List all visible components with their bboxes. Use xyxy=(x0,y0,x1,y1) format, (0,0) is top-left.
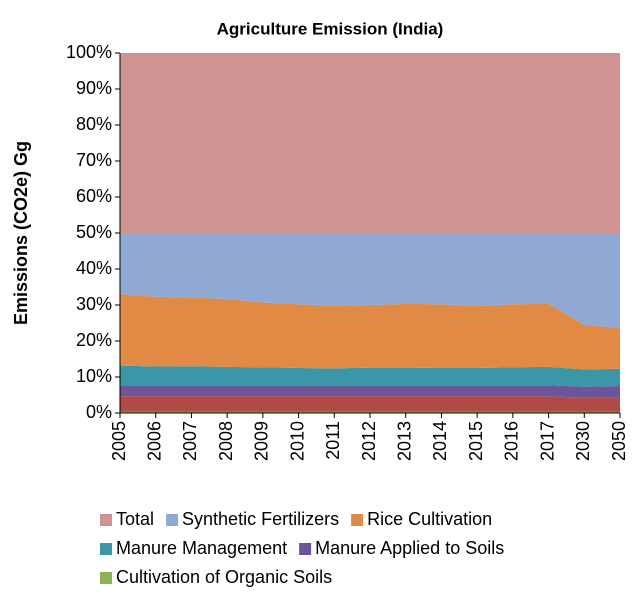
x-tick-label: 2007 xyxy=(180,421,200,461)
legend-swatch xyxy=(100,543,112,555)
legend-label: Rice Cultivation xyxy=(367,509,492,529)
x-tick-label: 2016 xyxy=(502,421,522,461)
y-tick-label: 20% xyxy=(76,330,112,350)
x-tick-label: 2008 xyxy=(216,421,236,461)
y-tick-label: 100% xyxy=(66,42,112,62)
chart-title: Agriculture Emission (India) xyxy=(217,19,444,38)
x-tick-label: 2013 xyxy=(394,421,414,461)
legend-label: Cultivation of Organic Soils xyxy=(116,567,332,587)
x-tick-label: 2006 xyxy=(144,421,164,461)
area xyxy=(120,385,620,398)
x-tick-label: 2009 xyxy=(252,421,272,461)
y-tick-label: 70% xyxy=(76,150,112,170)
x-tick-label: 2030 xyxy=(573,421,593,461)
area xyxy=(120,365,620,387)
x-tick-label: 2011 xyxy=(323,421,343,460)
y-tick-label: 60% xyxy=(76,186,112,206)
y-tick-label: 0% xyxy=(86,402,112,422)
y-tick-label: 40% xyxy=(76,258,112,278)
x-tick-label: 2050 xyxy=(609,421,629,461)
area xyxy=(120,396,620,412)
x-tick-label: 2010 xyxy=(287,421,307,461)
legend-label: Total xyxy=(116,509,154,529)
legend-label: Synthetic Fertilizers xyxy=(182,509,339,529)
area xyxy=(120,294,620,370)
x-tick-label: 2005 xyxy=(109,421,129,461)
legend-swatch xyxy=(351,514,364,526)
y-tick-label: 10% xyxy=(76,366,112,386)
legend-label: Manure Management xyxy=(116,538,287,558)
area xyxy=(120,53,620,233)
legend-swatch xyxy=(166,514,179,526)
x-tick-label: 2015 xyxy=(466,421,486,461)
legend-swatch xyxy=(299,543,312,555)
legend-label: Manure Applied to Soils xyxy=(315,538,504,558)
y-tick-label: 80% xyxy=(76,114,112,134)
y-tick-label: 30% xyxy=(76,294,112,314)
x-tick-label: 2014 xyxy=(430,421,450,461)
x-tick-label: 2017 xyxy=(537,421,557,461)
legend-swatch xyxy=(100,572,112,584)
y-tick-label: 50% xyxy=(76,222,112,242)
x-tick-label: 2012 xyxy=(359,421,379,461)
legend-swatch xyxy=(100,514,112,526)
y-axis-label: Emissions (CO2e) Gg xyxy=(11,141,31,325)
y-tick-label: 90% xyxy=(76,78,112,98)
area xyxy=(120,233,620,329)
